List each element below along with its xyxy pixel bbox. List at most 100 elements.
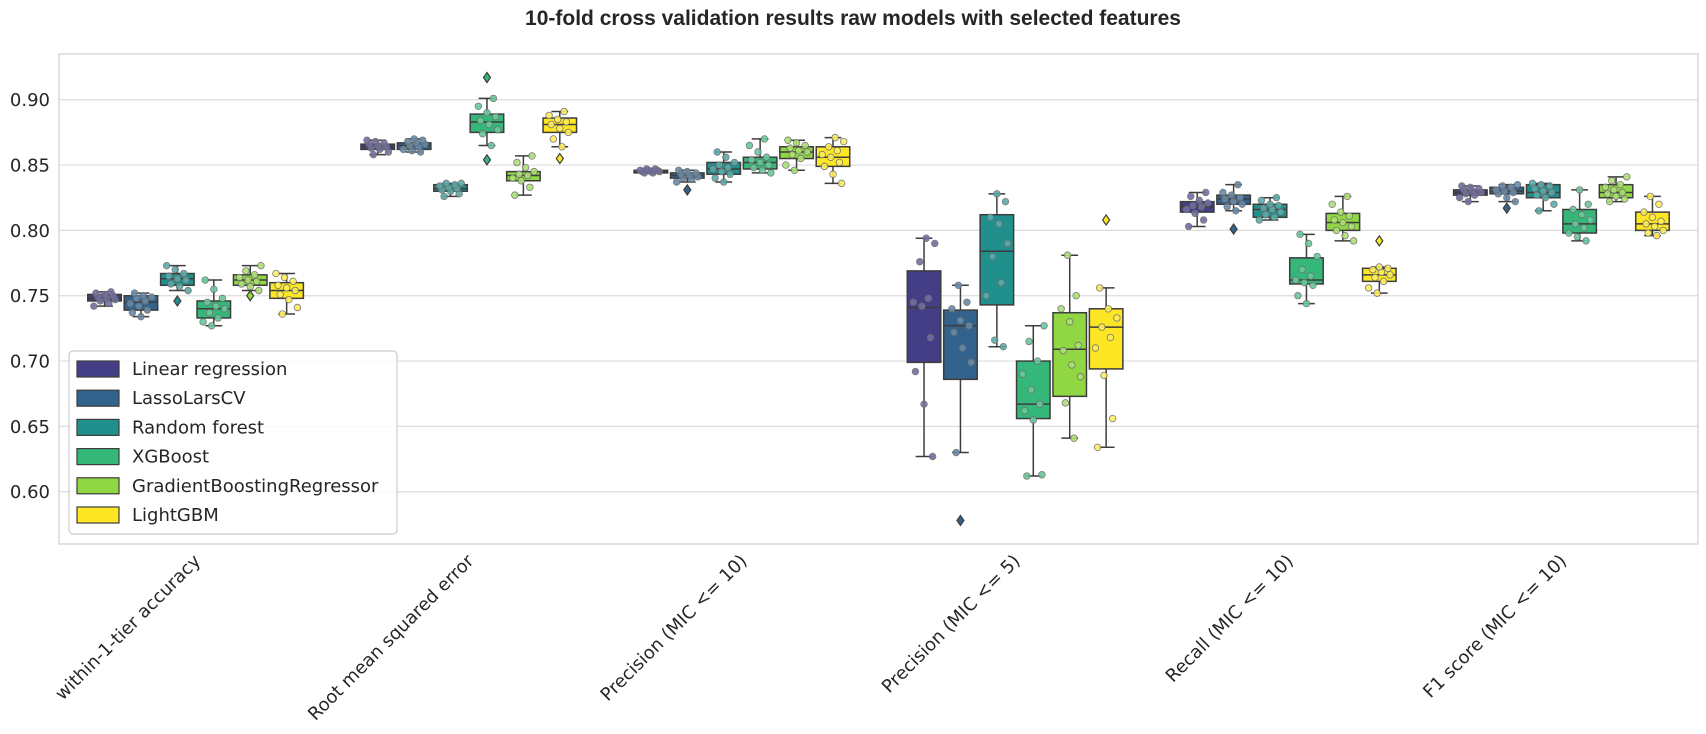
box-group [542,107,578,165]
data-point [1096,284,1104,292]
box-group [1179,188,1215,231]
data-point [220,305,229,313]
data-point [184,286,192,295]
data-point [513,158,521,167]
data-point [988,252,997,261]
data-point [1202,188,1210,197]
data-point [1507,183,1515,191]
data-point [782,161,790,169]
data-point [792,139,801,147]
data-point [1586,216,1595,224]
x-tick-label: Recall (MIC <= 10) [1162,551,1298,687]
data-point [1578,211,1586,219]
data-point [474,102,483,110]
data-point [1021,407,1029,415]
x-tick-label: F1 score (MIC <= 10) [1419,551,1571,703]
outlier-marker [555,152,565,165]
data-point [1272,194,1281,202]
data-point [1343,192,1351,201]
data-point [950,328,958,337]
data-point [1104,305,1112,313]
data-point [672,178,681,186]
data-point [999,342,1008,351]
data-point [508,174,517,182]
data-point [246,282,254,291]
data-point [726,170,734,178]
data-point [528,152,536,160]
box-group [1015,322,1051,480]
data-point [165,272,173,280]
data-point [997,278,1005,287]
data-point [1018,370,1027,378]
data-point [517,177,525,185]
legend-label: XGBoost [132,447,209,468]
data-point [1618,188,1627,197]
outlier-marker [482,71,492,84]
data-point [291,286,299,295]
data-point [1347,222,1356,231]
data-point [1458,182,1466,190]
data-point [250,271,259,279]
y-tick-label: 0.70 [10,352,50,373]
data-point [560,107,568,116]
data-point [235,273,244,282]
box-group [505,152,541,199]
data-point [1659,226,1667,235]
data-point [720,178,728,186]
data-point [835,158,844,167]
plot-frame [58,53,1699,545]
data-point [556,124,564,133]
data-point [724,163,732,172]
data-point [1565,229,1573,237]
box-group [1452,182,1488,206]
data-point [1238,200,1246,208]
data-point [1025,337,1033,346]
data-point [1091,344,1100,352]
box-group [433,179,469,201]
data-point [280,273,289,282]
data-point [1648,213,1657,222]
box-group [1489,180,1525,215]
data-point [1503,194,1511,202]
chart-title: 10-fold cross validation results raw mod… [525,7,1181,30]
data-point [1234,180,1242,189]
data-point [1644,229,1652,237]
data-point [553,115,562,124]
data-point [820,162,829,171]
data-point [1616,180,1625,189]
data-point [1610,186,1618,194]
data-point [1029,416,1037,424]
data-point [1027,386,1035,394]
data-point [1076,373,1085,381]
data-point [107,288,115,296]
data-point [276,290,284,299]
box-group [1598,173,1634,206]
data-point [1300,278,1309,287]
data-point [90,302,98,310]
data-point [1072,292,1080,300]
outlier-marker [683,183,692,196]
data-point [1023,472,1031,480]
outlier-marker [245,289,255,302]
data-point [803,148,811,156]
data-point [1061,399,1070,407]
data-point [1379,277,1388,286]
y-axis-ticks: 0.60 0.65 0.70 0.75 0.80 0.85 0.90 [10,90,50,503]
data-point [683,167,691,176]
data-point [1229,197,1238,206]
data-point [1187,192,1195,201]
data-point [485,120,493,129]
data-point [730,158,739,167]
data-point [797,154,805,163]
box-group [742,135,778,177]
legend-box [68,350,398,535]
box-group [123,289,159,321]
data-point [180,269,188,278]
data-point [1255,216,1264,224]
data-point [457,179,465,188]
data-point [476,116,485,125]
data-point [1569,205,1577,214]
data-point [692,169,700,177]
data-point [274,281,282,289]
data-point [143,306,152,314]
